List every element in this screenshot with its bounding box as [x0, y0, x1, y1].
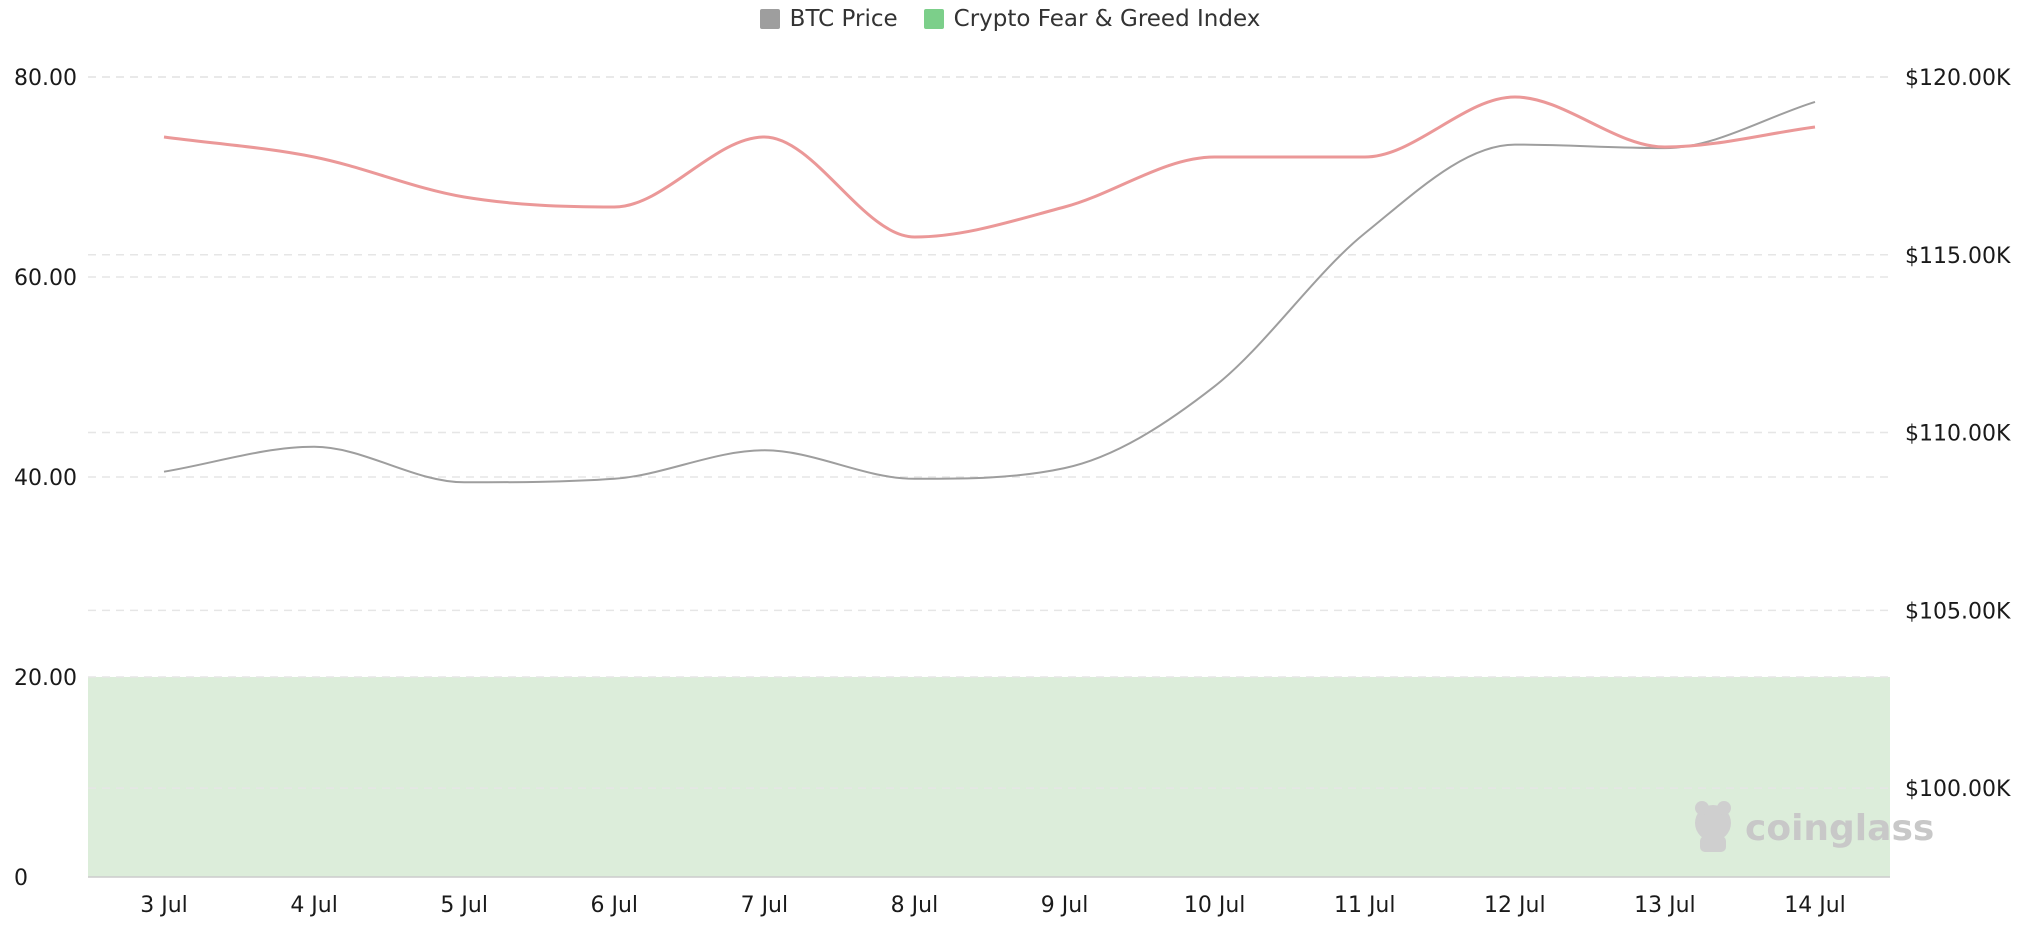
legend-item-btc-price[interactable]: BTC Price	[759, 6, 898, 32]
y-right-tick-label: $120.00K	[1905, 66, 2011, 91]
y-right-tick-label: $105.00K	[1905, 599, 2011, 624]
legend-label-fear-greed-index: Crypto Fear & Greed Index	[953, 6, 1261, 32]
legend-label-btc-price: BTC Price	[789, 6, 898, 32]
data-point-fear-greed-index[interactable]	[759, 132, 769, 142]
x-tick-label: 4 Jul	[290, 893, 338, 918]
series-line-btc-price[interactable]	[163, 100, 1816, 484]
data-point-fear-greed-index[interactable]	[1360, 152, 1370, 162]
y-right-tick-label: $110.00K	[1905, 422, 2011, 447]
y-left-tick-label: 0	[14, 866, 28, 891]
data-point-fear-greed-index[interactable]	[1810, 122, 1820, 132]
data-point-fear-greed-index[interactable]	[1210, 152, 1220, 162]
legend-swatch-fear-greed-index	[923, 9, 944, 29]
coinglass-logo-icon	[1695, 801, 1731, 852]
x-tick-label: 7 Jul	[741, 893, 789, 918]
x-tick-label: 5 Jul	[440, 893, 488, 918]
data-point-btc-price[interactable]	[159, 467, 169, 477]
data-point-btc-price[interactable]	[1360, 228, 1370, 238]
data-point-fear-greed-index[interactable]	[1510, 92, 1520, 102]
data-point-fear-greed-index[interactable]	[1660, 142, 1670, 152]
legend-swatch-btc-price	[759, 9, 780, 29]
legend-item-fear-greed-index[interactable]: Crypto Fear & Greed Index	[923, 6, 1261, 32]
data-point-btc-price[interactable]	[609, 474, 619, 484]
data-point-btc-price[interactable]	[1060, 463, 1070, 473]
legend: BTC Price Crypto Fear & Greed Index	[0, 6, 2020, 32]
y-left-tick-label: 60.00	[14, 266, 77, 291]
x-tick-label: 8 Jul	[891, 893, 939, 918]
x-tick-label: 6 Jul	[590, 893, 638, 918]
watermark-text: coinglass	[1745, 808, 1934, 849]
y-left-tick-label: 80.00	[14, 66, 77, 91]
data-point-fear-greed-index[interactable]	[909, 232, 919, 242]
x-tick-label: 13 Jul	[1634, 893, 1696, 918]
data-point-fear-greed-index[interactable]	[1060, 202, 1070, 212]
data-point-fear-greed-index[interactable]	[159, 132, 169, 142]
data-point-btc-price[interactable]	[909, 474, 919, 484]
data-point-btc-price[interactable]	[459, 477, 469, 487]
x-tick-label: 9 Jul	[1041, 893, 1089, 918]
data-point-btc-price[interactable]	[309, 442, 319, 452]
series-line-fear-greed-index[interactable]	[163, 95, 1816, 239]
data-point-fear-greed-index[interactable]	[459, 192, 469, 202]
data-point-fear-greed-index[interactable]	[609, 202, 619, 212]
y-right-tick-label: $115.00K	[1905, 244, 2011, 269]
y-left-tick-label: 40.00	[14, 466, 77, 491]
data-point-btc-price[interactable]	[759, 445, 769, 455]
y-right-tick-label: $100.00K	[1905, 777, 2011, 802]
x-tick-label: 11 Jul	[1334, 893, 1396, 918]
data-point-fear-greed-index[interactable]	[309, 152, 319, 162]
x-tick-label: 12 Jul	[1484, 893, 1546, 918]
x-tick-label: 10 Jul	[1184, 893, 1246, 918]
data-point-btc-price[interactable]	[1210, 381, 1220, 391]
x-tick-label: 3 Jul	[140, 893, 188, 918]
y-left-tick-label: 20.00	[14, 666, 77, 691]
x-tick-label: 14 Jul	[1784, 893, 1846, 918]
shaded-band	[88, 677, 1890, 877]
data-point-btc-price[interactable]	[1810, 97, 1820, 107]
data-point-btc-price[interactable]	[1510, 140, 1520, 150]
watermark: coinglass	[1695, 801, 1934, 852]
